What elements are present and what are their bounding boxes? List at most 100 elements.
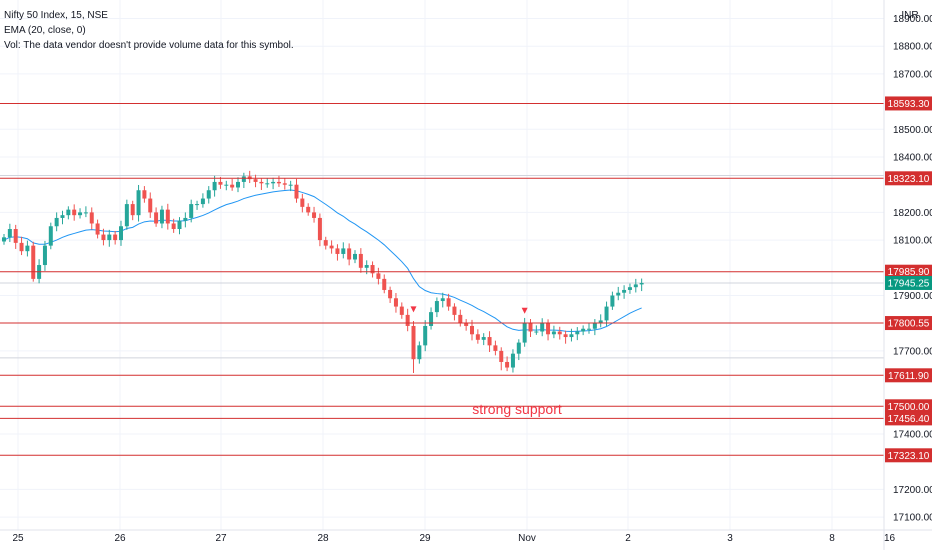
candle-body: [54, 217, 59, 227]
candle-body: [323, 240, 328, 246]
legend-symbol[interactable]: Nifty 50 Index, 15, NSE: [4, 10, 108, 21]
candle-body: [177, 220, 182, 230]
candle-body: [522, 323, 527, 343]
y-axis-ticks: 18900.00 18800.00 18700.00 18500.00 18400.00…: [893, 14, 932, 524]
candle-body: [557, 331, 562, 335]
level-lines[interactable]: [0, 102, 884, 456]
candle-body: [592, 323, 597, 329]
candle-body: [528, 323, 533, 332]
level-price-label-bg: [885, 411, 932, 426]
x-tick-label: 28: [317, 533, 329, 544]
candle-body: [639, 282, 644, 285]
candle-body: [452, 306, 457, 315]
candle-body: [434, 301, 439, 313]
candle-body: [353, 253, 357, 260]
candle-body: [411, 325, 416, 360]
candle-body: [598, 320, 603, 324]
candle-body: [247, 176, 252, 180]
candle-body: [148, 198, 153, 213]
x-tick-label: Nov: [518, 533, 536, 544]
level-price-label-bg: [885, 171, 932, 186]
candle-body: [212, 181, 217, 191]
y-tick-label: 18100.00: [893, 236, 932, 247]
candle-body: [534, 331, 539, 333]
level-price-label: 17456.40: [888, 414, 930, 425]
candle-body: [335, 248, 340, 254]
candle-body: [464, 323, 469, 326]
legend-vol: Vol: The data vendor doesn't provide vol…: [4, 40, 294, 51]
level-price-label: 18323.10: [888, 174, 930, 185]
candle-body: [510, 353, 515, 368]
candle-body: [72, 209, 77, 216]
x-tick-label: 27: [215, 533, 227, 544]
candle-body: [136, 190, 141, 216]
level-price-label: 17611.90: [888, 371, 929, 382]
candle-body: [294, 184, 299, 199]
candle-body: [142, 190, 147, 199]
candle-body: [540, 323, 545, 332]
price-labels: 18593.30 18323.10 17985.90 17800.55 17611.90…: [885, 96, 932, 463]
candle-body: [288, 184, 293, 186]
candle-body: [633, 284, 638, 288]
candle-body: [487, 337, 492, 346]
level-price-label-bg: [885, 264, 932, 279]
candle-body: [89, 212, 94, 224]
chart-legend: Nifty 50 Index, 15, NSE EMA (20, close, …: [4, 8, 294, 53]
candle-body: [159, 209, 164, 224]
candle-body: [300, 198, 305, 207]
candle-body: [282, 183, 287, 185]
candle-body: [382, 278, 387, 290]
candle-body: [66, 209, 71, 216]
candle-body: [423, 325, 428, 346]
candle-body: [429, 312, 434, 326]
candle-body: [19, 242, 24, 252]
candles: [2, 170, 644, 374]
candle-body: [130, 204, 135, 216]
last-price-label-bg: [885, 275, 932, 290]
reference-lines: [0, 175, 884, 359]
candle-body: [200, 198, 205, 205]
y-tick-label: 18400.00: [893, 153, 932, 164]
candle-body: [388, 289, 393, 299]
level-price-label: 17985.90: [888, 267, 930, 278]
candle-body: [569, 334, 574, 338]
candle-body: [470, 325, 474, 335]
x-tick-label: 25: [12, 533, 24, 544]
candle-body: [60, 215, 65, 218]
down-arrow-marker: [521, 307, 528, 314]
candle-body: [399, 306, 404, 315]
candle-body: [376, 273, 381, 279]
x-tick-label: 16: [884, 533, 896, 544]
candle-body: [551, 331, 556, 335]
candle-body: [7, 229, 12, 238]
candle-body: [440, 298, 445, 302]
y-tick-label: 17700.00: [893, 346, 932, 357]
level-price-label: 17323.10: [888, 451, 930, 462]
y-tick-label: 18200.00: [893, 208, 932, 219]
x-tick-label: 29: [419, 533, 431, 544]
candle-body: [42, 245, 47, 266]
candle-body: [627, 287, 632, 290]
level-price-label: 17800.55: [888, 319, 930, 330]
x-tick-label: 26: [114, 533, 126, 544]
candle-body: [218, 181, 223, 185]
candle-body: [610, 295, 615, 307]
candle-body: [364, 265, 369, 268]
gridlines: [0, 0, 884, 530]
legend-ema[interactable]: EMA (20, close, 0): [4, 25, 86, 36]
candle-body: [475, 334, 480, 340]
candle-body: [604, 306, 609, 321]
candle-body: [119, 226, 123, 241]
candle-body: [575, 331, 580, 335]
x-tick-label: 3: [727, 533, 733, 544]
candle-body: [493, 345, 498, 351]
candle-body: [393, 298, 398, 307]
candle-body: [31, 245, 36, 279]
candle-body: [347, 248, 352, 260]
down-arrow-marker: [410, 306, 417, 313]
candle-body: [224, 184, 229, 186]
